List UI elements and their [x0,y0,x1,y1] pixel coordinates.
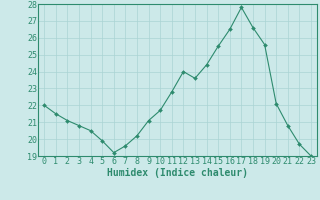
X-axis label: Humidex (Indice chaleur): Humidex (Indice chaleur) [107,168,248,178]
